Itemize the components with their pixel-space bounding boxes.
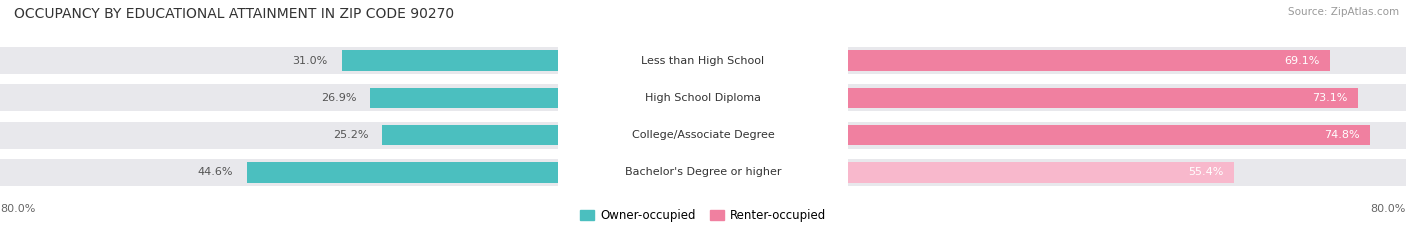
- Bar: [0, 47, 558, 74]
- Text: 44.6%: 44.6%: [197, 168, 233, 177]
- Text: 31.0%: 31.0%: [292, 56, 328, 65]
- Bar: [848, 122, 1406, 149]
- Bar: [0, 84, 558, 111]
- Text: 55.4%: 55.4%: [1188, 168, 1225, 177]
- Bar: [342, 50, 558, 71]
- Bar: [382, 125, 558, 145]
- Text: OCCUPANCY BY EDUCATIONAL ATTAINMENT IN ZIP CODE 90270: OCCUPANCY BY EDUCATIONAL ATTAINMENT IN Z…: [14, 7, 454, 21]
- Text: High School Diploma: High School Diploma: [645, 93, 761, 103]
- Bar: [848, 125, 1369, 145]
- Bar: [848, 162, 1234, 183]
- Bar: [0, 159, 558, 186]
- Text: 80.0%: 80.0%: [1371, 204, 1406, 214]
- Bar: [370, 88, 558, 108]
- Text: 80.0%: 80.0%: [0, 204, 35, 214]
- Bar: [848, 50, 1330, 71]
- Bar: [848, 47, 1406, 74]
- Bar: [848, 84, 1406, 111]
- Bar: [247, 162, 558, 183]
- Legend: Owner-occupied, Renter-occupied: Owner-occupied, Renter-occupied: [575, 205, 831, 227]
- Text: Source: ZipAtlas.com: Source: ZipAtlas.com: [1288, 7, 1399, 17]
- Bar: [0, 122, 558, 149]
- Text: Less than High School: Less than High School: [641, 56, 765, 65]
- Text: Bachelor's Degree or higher: Bachelor's Degree or higher: [624, 168, 782, 177]
- Text: 69.1%: 69.1%: [1284, 56, 1319, 65]
- Bar: [848, 159, 1406, 186]
- Text: 74.8%: 74.8%: [1323, 130, 1360, 140]
- Bar: [848, 88, 1358, 108]
- Text: College/Associate Degree: College/Associate Degree: [631, 130, 775, 140]
- Text: 73.1%: 73.1%: [1312, 93, 1347, 103]
- Text: 26.9%: 26.9%: [321, 93, 356, 103]
- Text: 25.2%: 25.2%: [333, 130, 368, 140]
